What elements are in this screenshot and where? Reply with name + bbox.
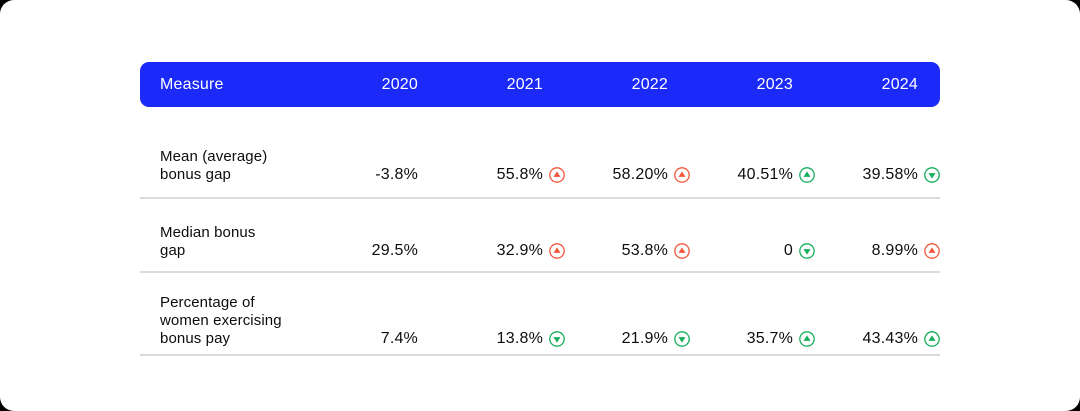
table-body: Mean (average) bonus gap -3.8% 55.8% 58.20% 4… bbox=[140, 107, 940, 356]
value-text: 39.58% bbox=[862, 166, 918, 183]
arrow-up-circle-icon bbox=[924, 331, 940, 347]
value-cell: 35.7% bbox=[690, 330, 815, 348]
table-row: Percentage of women exercising bonus pay 7.… bbox=[140, 273, 940, 356]
table-row: Median bonus gap 29.5% 32.9% 53.8% 0 8.99% bbox=[140, 199, 940, 273]
measure-label-line: women exercising bbox=[160, 312, 282, 329]
arrow-down-circle-icon bbox=[674, 331, 690, 347]
value-cell: 21.9% bbox=[565, 330, 690, 348]
value-cell: 53.8% bbox=[565, 242, 690, 260]
value-cell: 13.8% bbox=[440, 330, 565, 348]
value-text: 29.5% bbox=[371, 242, 418, 259]
value-text: -3.8% bbox=[375, 166, 418, 183]
measure-label: Median bonus gap bbox=[140, 224, 315, 260]
arrow-up-circle-icon bbox=[549, 243, 565, 259]
arrow-up-circle-icon bbox=[799, 331, 815, 347]
arrow-down-circle-icon bbox=[549, 331, 565, 347]
measure-label-line: Mean (average) bbox=[160, 148, 268, 165]
measure-label-line: bonus gap bbox=[160, 166, 231, 183]
arrow-up-circle-icon bbox=[924, 243, 940, 259]
column-header-year: 2020 bbox=[381, 75, 418, 93]
value-text: 55.8% bbox=[496, 166, 543, 183]
value-text: 32.9% bbox=[496, 242, 543, 259]
measure-label-line: bonus pay bbox=[160, 330, 231, 347]
measure-label-line: Percentage of bbox=[160, 294, 255, 311]
table-row: Mean (average) bonus gap -3.8% 55.8% 58.20% 4… bbox=[140, 107, 940, 199]
value-cell: 58.20% bbox=[565, 166, 690, 184]
arrow-up-circle-icon bbox=[674, 243, 690, 259]
value-cell: 7.4% bbox=[315, 330, 440, 348]
value-text: 40.51% bbox=[737, 166, 793, 183]
arrow-up-circle-icon bbox=[549, 167, 565, 183]
column-header-year: 2022 bbox=[631, 75, 668, 93]
value-text: 13.8% bbox=[496, 330, 543, 347]
arrow-down-circle-icon bbox=[799, 243, 815, 259]
arrow-down-circle-icon bbox=[924, 167, 940, 183]
table-header-row: Measure 2020 2021 2022 2023 2024 bbox=[140, 62, 940, 107]
arrow-up-circle-icon bbox=[674, 167, 690, 183]
value-cell: 55.8% bbox=[440, 166, 565, 184]
value-cell: 40.51% bbox=[690, 166, 815, 184]
value-cell: 0 bbox=[690, 242, 815, 260]
value-text: 43.43% bbox=[862, 330, 918, 347]
measure-label: Percentage of women exercising bonus pay bbox=[140, 294, 315, 348]
value-cell: -3.8% bbox=[315, 166, 440, 184]
measure-label: Mean (average) bonus gap bbox=[140, 148, 315, 184]
column-header-year: 2024 bbox=[881, 75, 918, 93]
value-text: 8.99% bbox=[871, 242, 918, 259]
value-cell: 32.9% bbox=[440, 242, 565, 260]
column-header-year: 2023 bbox=[756, 75, 793, 93]
bonus-gap-table: Measure 2020 2021 2022 2023 2024 Mean (avera… bbox=[140, 62, 940, 356]
value-cell: 8.99% bbox=[815, 242, 940, 260]
value-cell: 29.5% bbox=[315, 242, 440, 260]
column-header-year: 2021 bbox=[506, 75, 543, 93]
value-text: 35.7% bbox=[746, 330, 793, 347]
measure-label-line: Median bonus bbox=[160, 224, 256, 241]
value-text: 21.9% bbox=[621, 330, 668, 347]
arrow-up-circle-icon bbox=[799, 167, 815, 183]
column-header-measure: Measure bbox=[160, 75, 224, 93]
value-cell: 43.43% bbox=[815, 330, 940, 348]
value-text: 0 bbox=[783, 242, 793, 259]
value-text: 7.4% bbox=[380, 330, 418, 347]
value-text: 58.20% bbox=[612, 166, 668, 183]
value-text: 53.8% bbox=[621, 242, 668, 259]
value-cell: 39.58% bbox=[815, 166, 940, 184]
measure-label-line: gap bbox=[160, 242, 186, 259]
